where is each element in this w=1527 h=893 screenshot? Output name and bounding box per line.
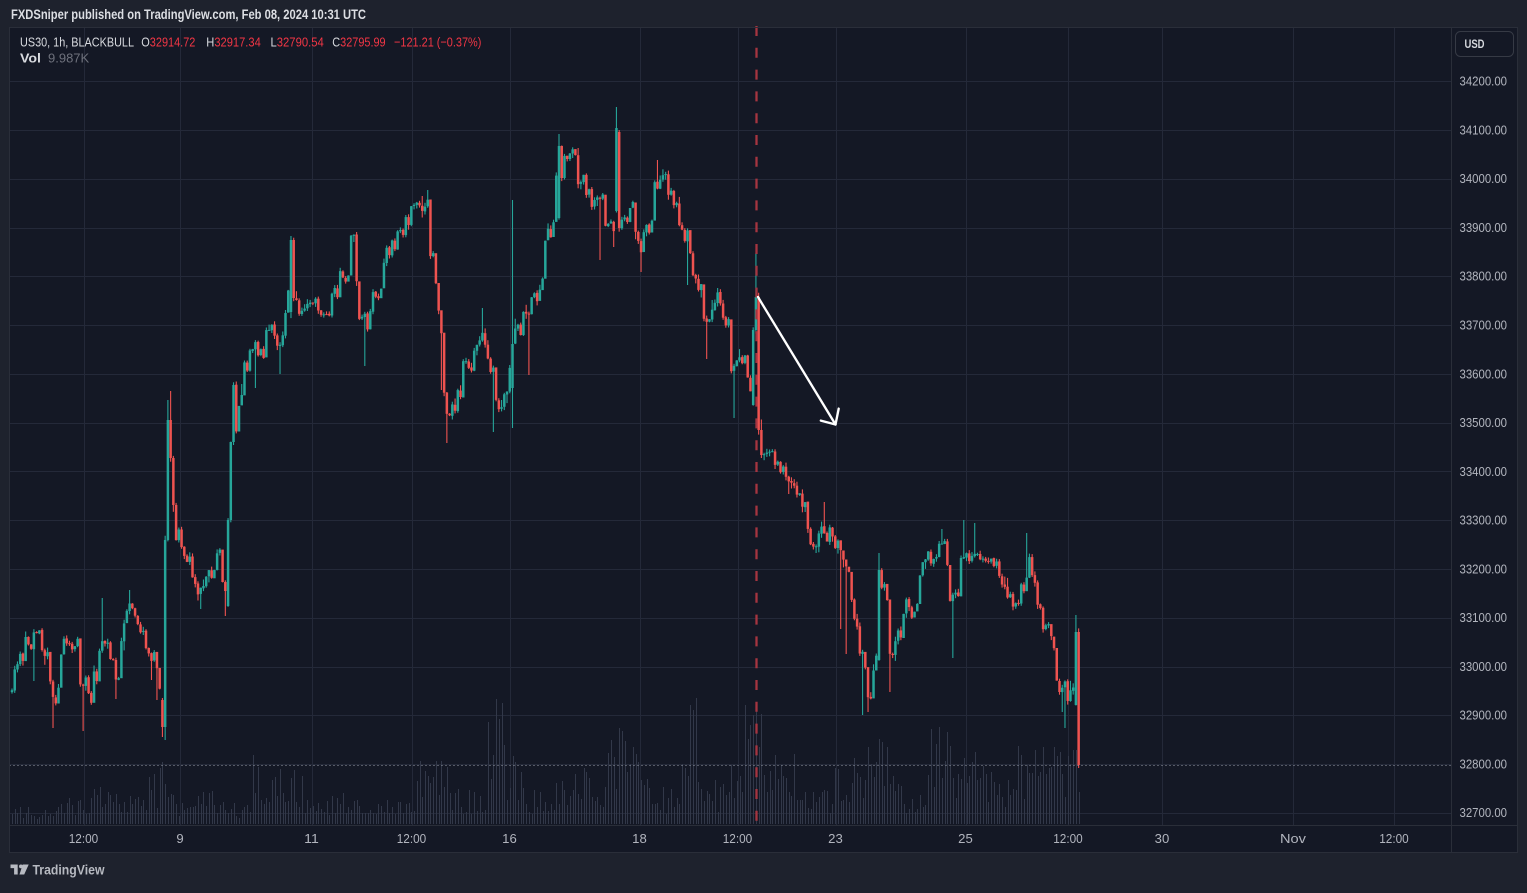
svg-text:−121.21 (−0.37%): −121.21 (−0.37%) xyxy=(394,35,481,50)
svg-text:32800.00: 32800.00 xyxy=(1460,757,1508,771)
svg-text:32900.00: 32900.00 xyxy=(1460,709,1508,723)
svg-text:33000.00: 33000.00 xyxy=(1460,660,1508,674)
svg-text:USD: USD xyxy=(1465,37,1485,51)
svg-text:O32914.72: O32914.72 xyxy=(141,35,195,50)
svg-text:US30, 1h, BLACKBULL: US30, 1h, BLACKBULL xyxy=(20,35,134,50)
svg-text:11: 11 xyxy=(304,831,319,846)
svg-text:H32917.34: H32917.34 xyxy=(206,35,260,50)
svg-text:25: 25 xyxy=(958,831,973,846)
svg-text:33500.00: 33500.00 xyxy=(1460,416,1508,430)
svg-text:23: 23 xyxy=(828,831,843,846)
svg-text:32700.00: 32700.00 xyxy=(1460,806,1508,820)
svg-text:34200.00: 34200.00 xyxy=(1460,75,1508,89)
svg-text:FXDSniper published on Trading: FXDSniper published on TradingView.com, … xyxy=(11,7,366,22)
svg-text:33900.00: 33900.00 xyxy=(1460,221,1508,235)
svg-text:34000.00: 34000.00 xyxy=(1460,172,1508,186)
svg-text:33400.00: 33400.00 xyxy=(1460,465,1508,479)
svg-text:33200.00: 33200.00 xyxy=(1460,562,1508,576)
svg-text:TradingView: TradingView xyxy=(33,862,105,878)
svg-text:33100.00: 33100.00 xyxy=(1460,611,1508,625)
svg-text:L32790.54: L32790.54 xyxy=(271,35,324,50)
svg-text:12:00: 12:00 xyxy=(1379,831,1409,846)
svg-text:16: 16 xyxy=(502,831,517,846)
svg-text:30: 30 xyxy=(1155,831,1170,846)
svg-text:12:00: 12:00 xyxy=(69,831,99,846)
svg-text:Vol: Vol xyxy=(20,51,41,66)
svg-text:34100.00: 34100.00 xyxy=(1460,123,1508,137)
svg-text:18: 18 xyxy=(632,831,647,846)
svg-text:33600.00: 33600.00 xyxy=(1460,367,1508,381)
svg-text:9: 9 xyxy=(176,831,183,846)
svg-text:12:00: 12:00 xyxy=(1053,831,1083,846)
svg-text:C32795.99: C32795.99 xyxy=(332,35,385,50)
svg-text:33800.00: 33800.00 xyxy=(1460,270,1508,284)
svg-text:12:00: 12:00 xyxy=(397,831,427,846)
svg-text:33700.00: 33700.00 xyxy=(1460,319,1508,333)
svg-text:12:00: 12:00 xyxy=(723,831,753,846)
svg-text:9.987K: 9.987K xyxy=(48,51,90,66)
svg-text:33300.00: 33300.00 xyxy=(1460,514,1508,528)
svg-text:Nov: Nov xyxy=(1280,831,1307,846)
